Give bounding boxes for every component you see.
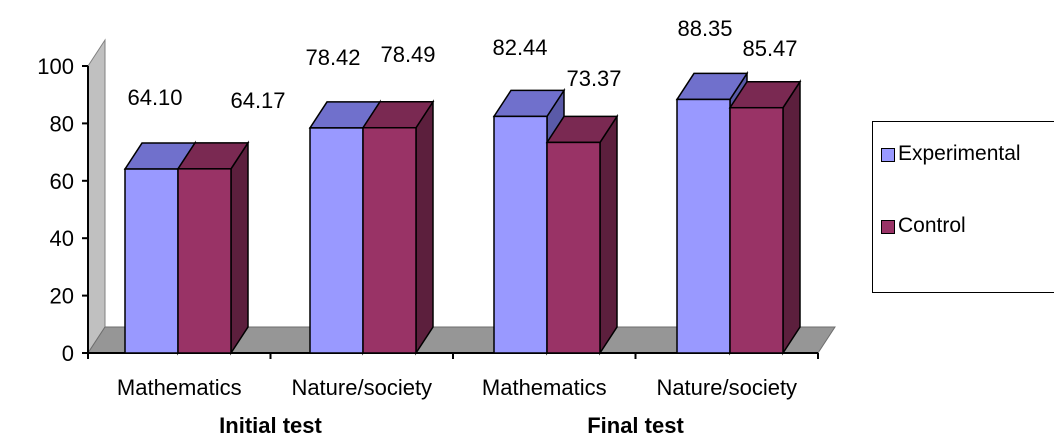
data-label: 64.17 [230,88,285,113]
group-label: Initial test [219,413,322,437]
chart-axes: 0 20 40 60 80 100 [37,54,819,366]
bar-front [676,98,731,354]
bar-front [177,168,232,354]
data-label: 64.10 [127,85,182,110]
group-label: Final test [587,413,684,437]
y-tick-label: 80 [50,111,74,136]
bar-control-2 [361,99,435,356]
bar-side [415,99,434,356]
legend: Experimental Control [872,121,1054,293]
bar-front [546,141,601,354]
bar-control-3 [545,113,619,356]
legend-swatch-control [881,220,895,234]
y-tick-label: 60 [50,169,74,194]
side-wall [87,38,106,355]
bar-front [124,168,179,354]
bar-control-4 [728,79,802,356]
y-tick-label: 0 [62,341,74,366]
data-label: 85.47 [742,36,797,61]
y-tick-label: 100 [37,54,74,79]
bar-front [729,106,784,354]
legend-item-experimental: Experimental [881,142,1054,166]
category-label: Nature/society [656,375,797,400]
bar-control-1 [176,140,250,356]
category-label: Mathematics [482,375,607,400]
legend-label-control: Control [898,214,966,237]
bar-side [230,140,249,356]
chart-bars [123,70,802,356]
chart-labels: Mathematics Nature/society Mathematics Natu… [117,16,798,437]
bar-front [493,115,548,354]
bar-front [362,126,417,354]
y-tick-label: 20 [50,284,74,309]
bar-side [782,79,801,356]
y-tick-label: 40 [50,226,74,251]
category-label: Nature/society [291,375,432,400]
legend-item-control: Control [881,214,1054,238]
data-label: 78.42 [305,45,360,70]
legend-swatch-experimental [881,148,895,162]
data-label: 82.44 [492,35,547,60]
data-label: 88.35 [677,16,732,41]
category-label: Mathematics [117,375,242,400]
bar-front [309,127,364,354]
data-label: 78.49 [380,42,435,67]
bar-side [599,113,618,356]
data-label: 73.37 [566,66,621,91]
legend-label-experimental: Experimental [898,142,1021,165]
